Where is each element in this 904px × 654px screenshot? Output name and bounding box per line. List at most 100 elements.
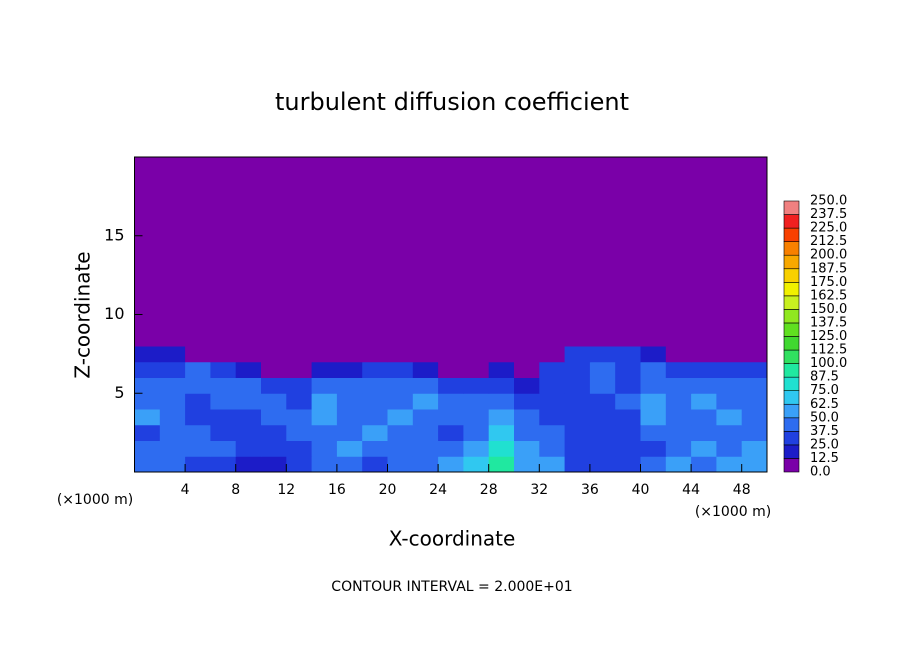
- field-cell: [311, 409, 338, 426]
- field-cell: [134, 330, 161, 347]
- field-cell: [640, 456, 667, 473]
- field-cell: [514, 456, 540, 473]
- field-cell: [336, 377, 363, 394]
- field-cell: [665, 361, 692, 378]
- colorbar-band: [783, 403, 800, 419]
- colorbar-band: [783, 390, 800, 405]
- field-cell: [159, 456, 186, 473]
- field-cell: [336, 409, 363, 426]
- field-cell: [691, 424, 717, 441]
- field-cell: [539, 330, 566, 347]
- colorbar-label: 175.0: [810, 275, 847, 290]
- field-cell: [589, 409, 616, 426]
- field-cell: [514, 330, 540, 347]
- x-tick-label: 12: [277, 482, 295, 498]
- field-cell: [159, 346, 186, 363]
- field-cell: [463, 346, 490, 363]
- field-cell: [235, 346, 262, 363]
- colorbar-band: [783, 268, 800, 283]
- field-cell: [691, 361, 717, 378]
- field-cell: [539, 440, 566, 457]
- field-cell: [438, 440, 464, 457]
- field-cell: [134, 409, 161, 426]
- field-cell: [261, 456, 287, 473]
- field-cell: [716, 393, 743, 410]
- field-cell: [387, 424, 414, 441]
- field-cell: [438, 377, 464, 394]
- field-cell: [640, 409, 667, 426]
- field-cell: [235, 440, 262, 457]
- field-cell: [412, 456, 439, 473]
- field-cell: [463, 361, 490, 378]
- field-cell: [564, 456, 591, 473]
- x-tick-label: 28: [480, 482, 498, 498]
- field-cell: [488, 440, 515, 457]
- field-cell: [362, 456, 388, 473]
- field-cell: [387, 377, 414, 394]
- colorbar-band: [783, 363, 800, 378]
- field-cell: [539, 346, 566, 363]
- field-cell: [615, 456, 641, 473]
- colorbar-band: [783, 227, 800, 242]
- field-cell: [134, 346, 161, 363]
- field-cell: [362, 424, 388, 441]
- field-cell: [210, 393, 237, 410]
- field-cell: [235, 424, 262, 441]
- field-cell: [159, 377, 186, 394]
- field-cell: [311, 393, 338, 410]
- field-cell: [716, 330, 743, 347]
- y-axis-label: Z-coordinate: [71, 251, 95, 378]
- field-cell: [159, 361, 186, 378]
- x-tick-label: 8: [231, 482, 240, 498]
- field-cell: [589, 361, 616, 378]
- x-tick-label: 40: [632, 482, 650, 498]
- field-cell: [691, 346, 717, 363]
- field-cell: [159, 330, 186, 347]
- field-cell: [741, 409, 768, 426]
- field-cell: [514, 440, 540, 457]
- field-cell: [235, 393, 262, 410]
- colorbar-band: [783, 254, 800, 270]
- colorbar-band: [783, 281, 800, 297]
- field-cell: [539, 361, 566, 378]
- field-cell: [412, 330, 439, 347]
- field-cell: [387, 456, 414, 473]
- field-cell: [286, 377, 313, 394]
- field-cell: [463, 456, 490, 473]
- field-cell: [716, 361, 743, 378]
- field-cell: [261, 330, 287, 347]
- field-cell: [716, 424, 743, 441]
- field-cell: [665, 424, 692, 441]
- field-cell: [210, 456, 237, 473]
- field-cell: [311, 377, 338, 394]
- field-cell: [488, 393, 515, 410]
- colorbar-label: 200.0: [810, 248, 847, 263]
- field-cell: [185, 346, 211, 363]
- field-cell: [615, 346, 641, 363]
- field-cell: [412, 409, 439, 426]
- colorbar-label: 25.0: [810, 437, 839, 452]
- field-cell: [286, 346, 313, 363]
- field-cell: [210, 377, 237, 394]
- field-cell: [261, 346, 287, 363]
- field-cell: [185, 424, 211, 441]
- field-cell: [438, 393, 464, 410]
- field-cell: [185, 330, 211, 347]
- field-cell: [134, 424, 161, 441]
- colorbar-band: [783, 458, 800, 473]
- field-cell: [387, 361, 414, 378]
- field-cell: [286, 330, 313, 347]
- colorbar-label: 37.5: [810, 424, 839, 439]
- colorbar-band: [783, 295, 800, 310]
- field-cell: [564, 346, 591, 363]
- field-cell: [463, 424, 490, 441]
- field-cell: [615, 409, 641, 426]
- field-cell: [286, 440, 313, 457]
- field-cell: [691, 440, 717, 457]
- colorbar-band: [783, 322, 800, 337]
- field-cell: [514, 361, 540, 378]
- field-cell: [640, 346, 667, 363]
- field-cell: [564, 330, 591, 347]
- field-cell: [564, 393, 591, 410]
- field-cell: [362, 409, 388, 426]
